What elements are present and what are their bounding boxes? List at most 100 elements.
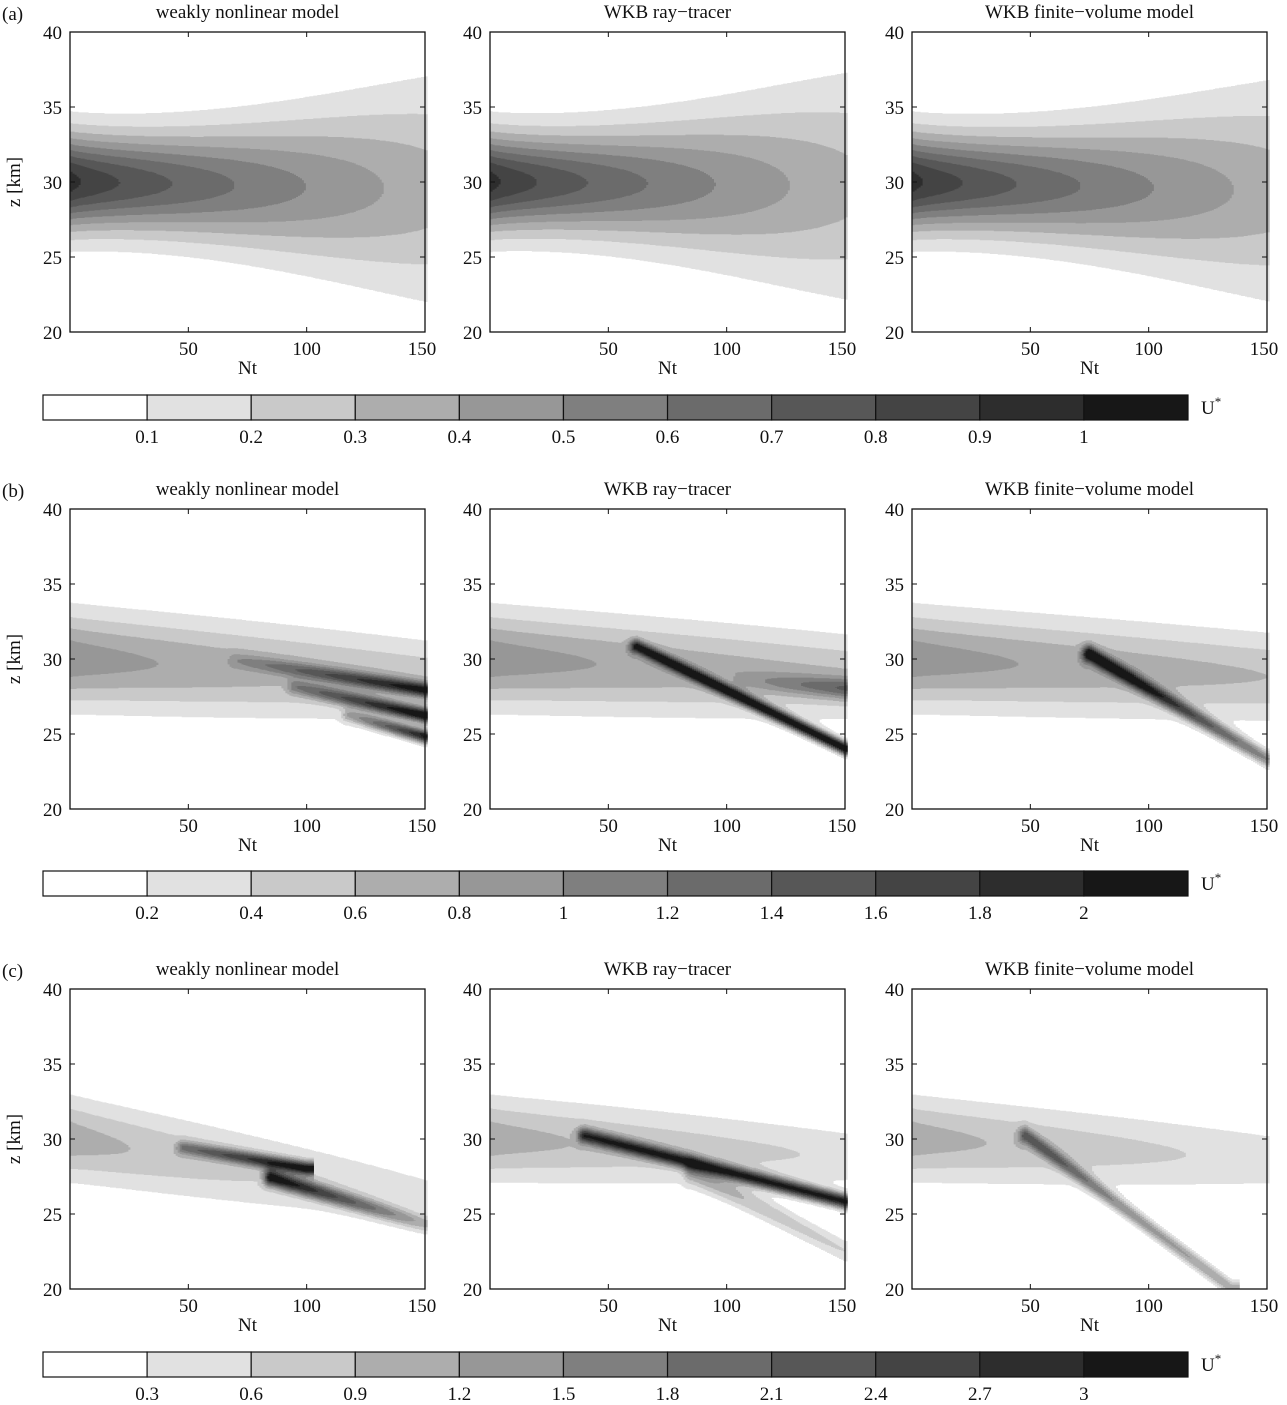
colorbar-label-text: U — [1201, 398, 1215, 419]
colorbar-swatch — [1083, 870, 1189, 897]
colorbar-label: U* — [1201, 870, 1221, 895]
x-tick-label: 50 — [179, 816, 198, 837]
y-tick-label: 35 — [43, 575, 62, 596]
colorbar-tick-label: 1.8 — [656, 1384, 680, 1405]
y-axis-label: z [km] — [4, 634, 25, 684]
colorbar-swatch — [250, 394, 356, 421]
contour-level-2 — [912, 1108, 1240, 1289]
contour-level-10 — [387, 684, 428, 738]
colorbar: 0.1 0.2 0.3 0.4 0.5 0.6 0.7 0.8 0.9 1 U* — [42, 394, 1221, 448]
colorbar-swatch — [979, 1351, 1085, 1378]
colorbar-swatch — [979, 870, 1085, 897]
y-tick-label: 40 — [463, 980, 482, 1001]
y-tick-label: 25 — [463, 1205, 482, 1226]
y-tick-label: 30 — [885, 650, 904, 671]
contour-level-3 — [912, 1121, 1240, 1289]
panel-label: (c) — [2, 961, 23, 982]
colorbar: 0.3 0.6 0.9 1.2 1.5 1.8 2.1 2.4 2.7 3 U* — [42, 1351, 1221, 1405]
y-tick-label: 30 — [885, 173, 904, 194]
colorbar-swatch — [771, 1351, 877, 1378]
colorbar-tick-label: 0.9 — [343, 1384, 367, 1405]
colorbar-swatch — [250, 1351, 356, 1378]
colorbar-swatch — [979, 394, 1085, 421]
y-tick-label: 30 — [43, 1130, 62, 1151]
colorbar-tick-label: 0.4 — [239, 903, 263, 924]
colorbar-tick-label: 0.9 — [968, 427, 992, 448]
x-tick-label: 150 — [408, 816, 437, 837]
panel-title: weakly nonlinear model — [156, 479, 340, 500]
colorbar-swatch — [42, 394, 148, 421]
y-tick-label: 20 — [463, 1280, 482, 1301]
colorbar-swatch — [771, 394, 877, 421]
colorbar-tick-label: 1.2 — [447, 1384, 471, 1405]
y-tick-label: 25 — [463, 725, 482, 746]
contour-level-8 — [912, 162, 963, 201]
y-tick-label: 20 — [885, 323, 904, 344]
colorbar-tick-label: 1.4 — [760, 903, 784, 924]
y-tick-label: 35 — [463, 575, 482, 596]
x-tick-label: 50 — [1021, 816, 1040, 837]
panel-title: WKB finite−volume model — [985, 2, 1194, 23]
y-tick-label: 35 — [463, 98, 482, 119]
x-tick-label: 150 — [1250, 1296, 1279, 1317]
colorbar-tick-label: 1.6 — [864, 903, 888, 924]
x-tick-label: 150 — [1250, 339, 1279, 360]
y-tick-label: 30 — [463, 173, 482, 194]
x-tick-label: 100 — [712, 1296, 741, 1317]
colorbar-label-text: U — [1201, 874, 1215, 895]
y-tick-label: 40 — [885, 23, 904, 44]
colorbar-swatch — [146, 870, 252, 897]
colorbar-swatch — [458, 394, 565, 421]
x-tick-label: 100 — [1134, 816, 1163, 837]
x-tick-label: 150 — [408, 1296, 437, 1317]
x-tick-label: 100 — [1134, 339, 1163, 360]
x-tick-label: 50 — [599, 1296, 618, 1317]
colorbar-tick-label: 2.7 — [968, 1384, 992, 1405]
contour-level-9 — [490, 171, 501, 192]
colorbar-tick-label: 0.4 — [447, 427, 471, 448]
y-tick-label: 30 — [885, 1130, 904, 1151]
x-axis-label: Nt — [658, 835, 678, 856]
contour-level-9 — [70, 171, 81, 192]
colorbar-tick-label: 0.8 — [447, 903, 471, 924]
y-tick-label: 25 — [885, 1205, 904, 1226]
y-tick-label: 25 — [43, 248, 62, 269]
panel-title: WKB ray−tracer — [604, 2, 732, 23]
x-axis-label: Nt — [658, 1315, 678, 1336]
colorbar-swatch — [562, 394, 669, 421]
y-tick-label: 20 — [43, 1280, 62, 1301]
colorbar-swatch — [875, 394, 981, 421]
contour-level-10 — [1085, 649, 1164, 698]
colorbar-tick-label: 0.3 — [135, 1384, 159, 1405]
x-tick-label: 100 — [1134, 1296, 1163, 1317]
colorbar-tick-label: 0.3 — [343, 427, 367, 448]
x-axis-label: Nt — [238, 1315, 258, 1336]
y-tick-label: 35 — [43, 1055, 62, 1076]
x-axis-label: Nt — [1080, 358, 1100, 379]
colorbar: 0.2 0.4 0.6 0.8 1 1.2 1.4 1.6 1.8 2 U* — [42, 870, 1221, 924]
colorbar-tick-label: 2.4 — [864, 1384, 888, 1405]
x-axis-label: Nt — [658, 358, 678, 379]
colorbar-tick-label: 1.8 — [968, 903, 992, 924]
contour-level-10 — [583, 1134, 848, 1204]
contour-panel: WKB finite−volume model 50 100 150 Nt 20 25 30 3… — [885, 479, 1278, 856]
panel-label: (a) — [2, 4, 23, 25]
panel-title: WKB finite−volume model — [985, 959, 1194, 980]
contour-panel: WKB finite−volume model 50 100 150 Nt 20 25 30 3… — [885, 959, 1278, 1336]
y-tick-label: 20 — [43, 323, 62, 344]
y-tick-label: 25 — [463, 248, 482, 269]
x-tick-label: 150 — [828, 816, 857, 837]
colorbar-swatch — [666, 870, 773, 897]
contour-panel: WKB ray−tracer 50 100 150 Nt 20 25 30 35 40 — [463, 2, 856, 379]
x-tick-label: 50 — [1021, 1296, 1040, 1317]
contour-level-7 — [490, 156, 589, 208]
colorbar-tick-label: 0.2 — [239, 427, 263, 448]
colorbar-swatch — [354, 1351, 460, 1378]
panel-title: WKB finite−volume model — [985, 479, 1194, 500]
y-tick-label: 30 — [463, 650, 482, 671]
colorbar-tick-label: 0.6 — [239, 1384, 263, 1405]
colorbar-swatch — [875, 870, 981, 897]
y-tick-label: 40 — [43, 500, 62, 521]
colorbar-tick-label: 0.6 — [656, 427, 680, 448]
